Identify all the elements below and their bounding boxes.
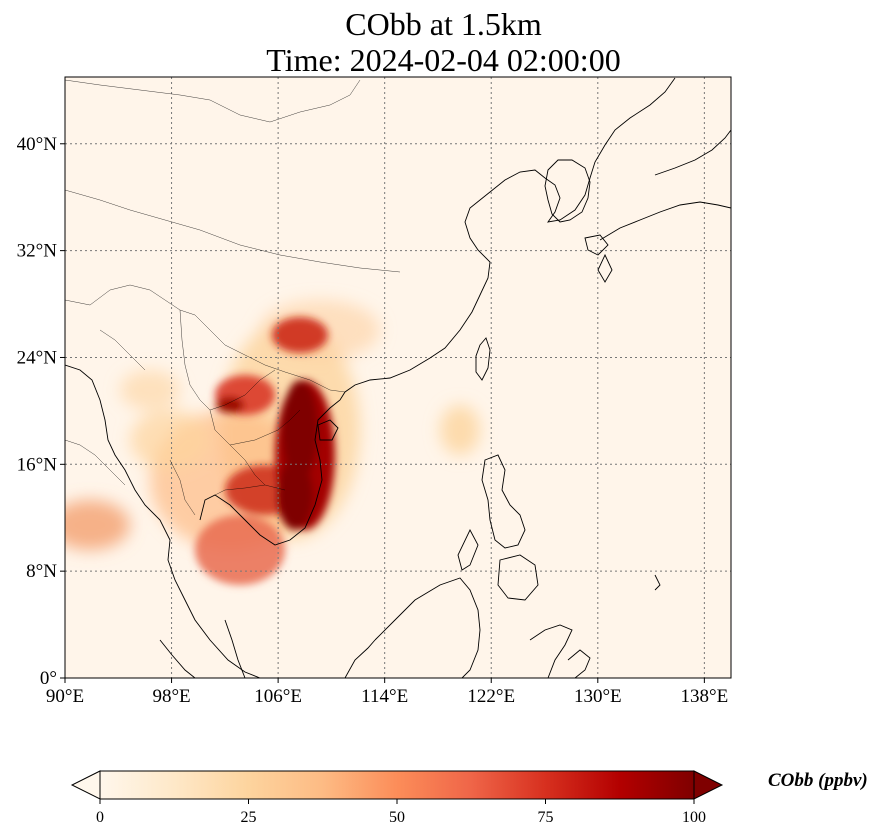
lon-tick-label: 106°E (254, 686, 302, 707)
lon-tick-label: 98°E (152, 686, 190, 707)
colorbar-tick-label: 75 (538, 809, 554, 826)
concentration-field (65, 300, 480, 585)
colorbar: 0 25 50 75 100 (70, 770, 724, 826)
axis-ticks: 90°E 98°E 106°E 114°E 122°E 130°E 138°E 0° 8°N 16… (17, 134, 729, 707)
colorbar-extend-low (70, 770, 101, 800)
map-frame (64, 76, 732, 679)
colorbar-tick-label: 0 (96, 809, 104, 826)
plot-title-line2: Time: 2024-02-04 02:00:00 (266, 42, 621, 78)
lat-tick-label: 8°N (26, 561, 57, 582)
lon-tick-label: 90°E (46, 686, 84, 707)
colorbar-ticks: 0 25 50 75 100 (96, 799, 706, 826)
lat-tick-label: 40°N (17, 134, 58, 155)
map-gridlines (65, 77, 731, 678)
lon-tick-label: 130°E (574, 686, 622, 707)
colorbar-gradient (100, 771, 694, 799)
colorbar-extend-high (693, 770, 724, 800)
colorbar-tick-label: 25 (241, 809, 257, 826)
lat-tick-label: 16°N (17, 454, 58, 475)
colorbar-tick-label: 100 (682, 809, 706, 826)
colorbar-label: CObb (ppbv) (768, 770, 868, 791)
lon-tick-label: 122°E (467, 686, 515, 707)
lat-tick-label: 0° (40, 668, 57, 689)
lat-tick-label: 24°N (17, 347, 58, 368)
lon-tick-label: 114°E (361, 686, 408, 707)
map-plot-area (65, 77, 731, 678)
coastlines (65, 77, 731, 678)
lat-tick-label: 32°N (17, 241, 58, 262)
plot-title-line1: CObb at 1.5km (345, 6, 542, 42)
lon-tick-label: 138°E (681, 686, 729, 707)
map-background (65, 77, 731, 678)
country-borders (65, 79, 401, 516)
colorbar-tick-label: 50 (389, 809, 405, 826)
